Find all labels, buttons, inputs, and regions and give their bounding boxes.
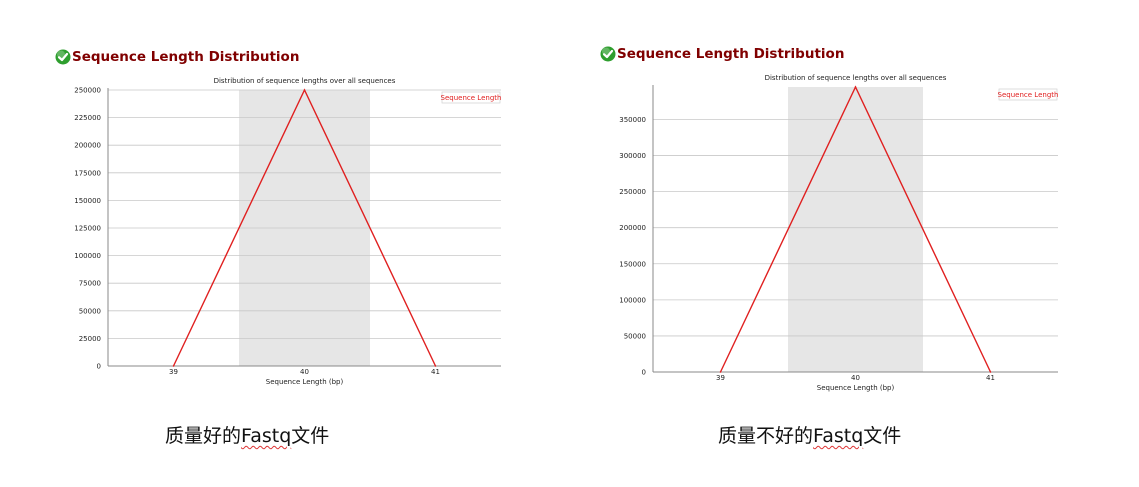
data-point	[434, 365, 437, 367]
chart-title: Distribution of sequence lengths over al…	[765, 74, 947, 82]
caption-text-post: 文件	[291, 425, 330, 447]
y-tick-label: 0	[97, 363, 101, 371]
y-tick-label: 125000	[74, 225, 101, 233]
y-tick-label: 350000	[619, 116, 646, 124]
section-heading-text: Sequence Length Distribution	[617, 46, 845, 62]
x-tick-label: 39	[716, 374, 725, 382]
pass-check-icon	[55, 49, 71, 65]
section-heading-text: Sequence Length Distribution	[72, 49, 300, 65]
chart-caption: 质量不好的Fastq文件	[718, 421, 901, 448]
chart-panel-good: Sequence Length Distribution 0 25000 50000…	[0, 0, 560, 487]
y-tick-label: 0	[642, 369, 646, 377]
x-axis-label: Sequence Length (bp)	[266, 378, 344, 386]
x-tick-label: 41	[431, 368, 440, 376]
y-tick-label: 75000	[79, 280, 101, 288]
y-tick-label: 250000	[74, 87, 101, 95]
data-point	[989, 371, 992, 373]
y-tick-label: 50000	[79, 307, 101, 315]
data-point	[719, 371, 722, 373]
y-tick-label: 300000	[619, 152, 646, 160]
caption-word: Fastq	[241, 425, 292, 447]
data-point	[172, 365, 175, 367]
x-tick-label: 41	[986, 374, 995, 382]
caption-text-post: 文件	[863, 425, 902, 447]
y-tick-label: 250000	[619, 188, 646, 196]
legend-entry: Sequence Length	[441, 94, 502, 102]
legend-entry: Sequence Length	[998, 91, 1059, 99]
x-tick-label: 40	[300, 368, 309, 376]
data-point	[854, 86, 857, 88]
legend-box	[998, 88, 1058, 101]
legend-box	[441, 91, 501, 104]
caption-text-pre: 质量好的	[165, 425, 242, 447]
y-tick-label: 150000	[74, 197, 101, 205]
data-point	[303, 89, 306, 91]
sequence-length-chart: 0 25000 50000 75000 100000 125000 150000 175000…	[74, 77, 502, 386]
sequence-length-chart: 0 50000 100000 150000 200000 250000 300000 3500…	[619, 74, 1059, 392]
highlight-band	[788, 87, 923, 372]
y-tick-label: 100000	[74, 252, 101, 260]
y-tick-label: 25000	[79, 335, 101, 343]
y-tick-label: 100000	[619, 296, 646, 304]
x-tick-label: 40	[851, 374, 860, 382]
section-heading: Sequence Length Distribution	[55, 49, 299, 65]
section-heading: Sequence Length Distribution	[600, 46, 844, 62]
y-tick-label: 175000	[74, 169, 101, 177]
chart-title: Distribution of sequence lengths over al…	[214, 77, 396, 85]
x-axis-label: Sequence Length (bp)	[817, 384, 895, 392]
y-tick-label: 50000	[624, 332, 646, 340]
y-tick-label: 200000	[619, 224, 646, 232]
y-tick-label: 150000	[619, 260, 646, 268]
caption-word: Fastq	[813, 425, 864, 447]
pass-check-icon	[600, 46, 616, 62]
chart-panel-bad: Sequence Length Distribution 0 50000 10000…	[545, 0, 1105, 487]
y-tick-label: 225000	[74, 114, 101, 122]
caption-text-pre: 质量不好的	[718, 425, 814, 447]
y-tick-label: 200000	[74, 142, 101, 150]
x-tick-label: 39	[169, 368, 178, 376]
chart-caption: 质量好的Fastq文件	[165, 421, 329, 448]
